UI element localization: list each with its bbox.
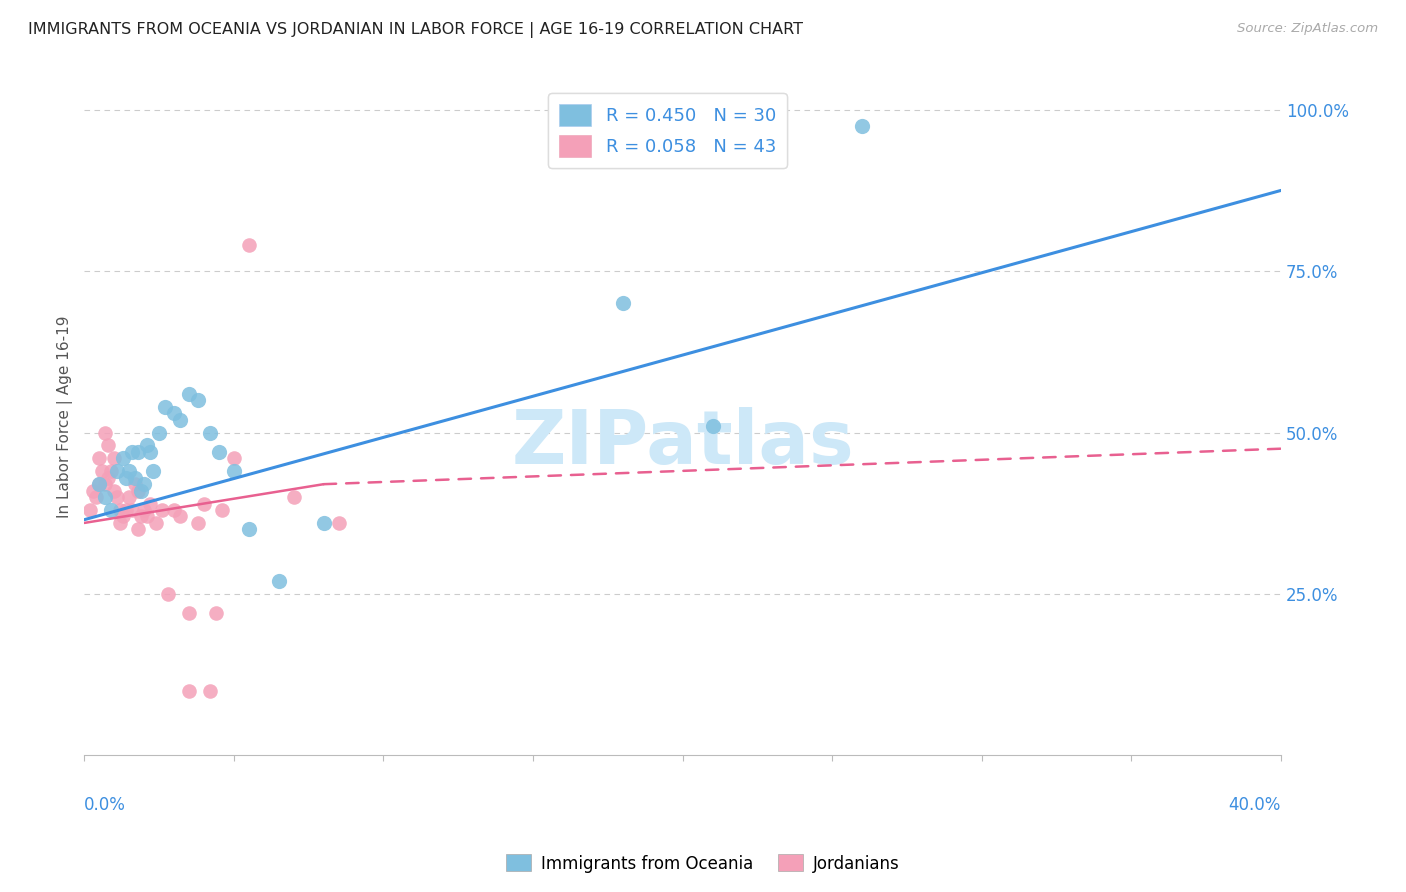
- Point: [89, 477, 111, 491]
- Point: [205, 607, 228, 621]
- Point: [115, 503, 138, 517]
- Text: 0.0%: 0.0%: [84, 796, 127, 814]
- Point: [118, 490, 141, 504]
- Point: [150, 503, 173, 517]
- Point: [193, 497, 215, 511]
- Legend: R = 0.450   N = 30, R = 0.058   N = 43: R = 0.450 N = 30, R = 0.058 N = 43: [548, 94, 787, 168]
- Text: ZIPatlas: ZIPatlas: [512, 407, 853, 480]
- Point: [187, 393, 209, 408]
- Point: [177, 386, 200, 401]
- Point: [222, 464, 245, 478]
- Point: [328, 516, 350, 530]
- Point: [267, 574, 290, 588]
- Point: [112, 509, 135, 524]
- Point: [169, 412, 191, 426]
- Y-axis label: In Labor Force | Age 16-19: In Labor Force | Age 16-19: [58, 315, 73, 517]
- Point: [136, 438, 159, 452]
- Point: [115, 471, 138, 485]
- Point: [142, 464, 165, 478]
- Point: [238, 522, 260, 536]
- Point: [91, 464, 114, 478]
- Point: [97, 438, 120, 452]
- Point: [134, 503, 156, 517]
- Point: [127, 445, 149, 459]
- Point: [124, 477, 146, 491]
- Point: [103, 451, 125, 466]
- Text: IMMIGRANTS FROM OCEANIA VS JORDANIAN IN LABOR FORCE | AGE 16-19 CORRELATION CHAR: IMMIGRANTS FROM OCEANIA VS JORDANIAN IN …: [28, 22, 803, 38]
- Point: [103, 483, 125, 498]
- Point: [222, 451, 245, 466]
- Point: [100, 503, 122, 517]
- Point: [84, 490, 107, 504]
- Point: [121, 445, 143, 459]
- Point: [127, 522, 149, 536]
- Point: [124, 471, 146, 485]
- Point: [702, 419, 724, 434]
- Point: [851, 119, 873, 133]
- Point: [177, 607, 200, 621]
- Point: [89, 451, 111, 466]
- Point: [127, 483, 149, 498]
- Point: [108, 516, 131, 530]
- Text: 40.0%: 40.0%: [1229, 796, 1281, 814]
- Point: [94, 425, 117, 440]
- Point: [129, 483, 152, 498]
- Point: [79, 503, 101, 517]
- Point: [148, 425, 170, 440]
- Point: [153, 400, 176, 414]
- Point: [163, 503, 186, 517]
- Text: Source: ZipAtlas.com: Source: ZipAtlas.com: [1237, 22, 1378, 36]
- Point: [94, 490, 117, 504]
- Point: [139, 497, 162, 511]
- Point: [238, 238, 260, 252]
- Point: [136, 509, 159, 524]
- Point: [169, 509, 191, 524]
- Point: [208, 445, 231, 459]
- Point: [312, 516, 335, 530]
- Point: [134, 477, 156, 491]
- Point: [121, 503, 143, 517]
- Point: [612, 296, 634, 310]
- Point: [82, 483, 104, 498]
- Point: [112, 451, 135, 466]
- Point: [198, 683, 221, 698]
- Point: [187, 516, 209, 530]
- Point: [177, 683, 200, 698]
- Point: [129, 509, 152, 524]
- Legend: Immigrants from Oceania, Jordanians: Immigrants from Oceania, Jordanians: [499, 847, 907, 880]
- Point: [283, 490, 305, 504]
- Point: [108, 503, 131, 517]
- Point: [163, 406, 186, 420]
- Point: [118, 464, 141, 478]
- Point: [211, 503, 233, 517]
- Point: [100, 464, 122, 478]
- Point: [145, 516, 167, 530]
- Point: [198, 425, 221, 440]
- Point: [89, 477, 111, 491]
- Point: [97, 471, 120, 485]
- Point: [94, 477, 117, 491]
- Point: [139, 445, 162, 459]
- Point: [105, 490, 128, 504]
- Point: [105, 464, 128, 478]
- Point: [157, 587, 180, 601]
